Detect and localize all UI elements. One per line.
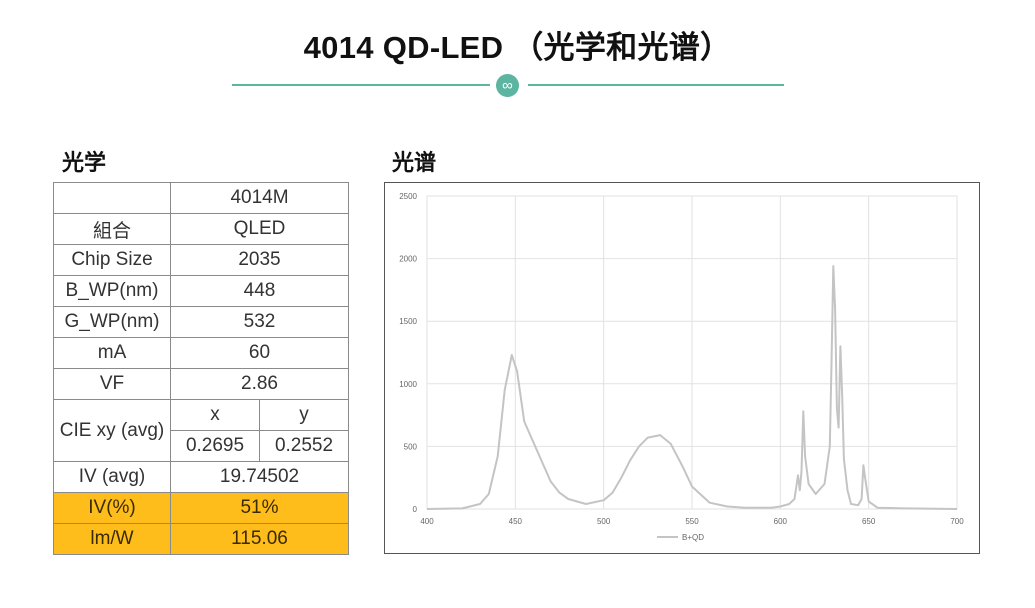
iv-pct-value: 51%: [170, 492, 349, 524]
series-line-b-qd: [426, 265, 958, 510]
spectrum-heading: 光谱: [392, 150, 437, 175]
table-row: lm/W 115.06: [53, 523, 349, 555]
cie-y-header: y: [259, 399, 349, 431]
iv-pct-label: IV(%): [53, 492, 171, 524]
series-lines: [426, 265, 958, 510]
y-tick-label: 0: [413, 505, 418, 514]
row-value: 2.86: [170, 368, 349, 400]
row-label: G_WP(nm): [53, 306, 171, 338]
x-tick-label: 400: [420, 517, 434, 526]
optics-table: 4014M 組合 QLED Chip Size 2035 B_WP(nm) 44…: [53, 182, 349, 555]
row-label: 組合: [53, 213, 171, 245]
x-axis-ticks: 400 450 500 550 600 650 700: [420, 517, 964, 526]
row-label: Chip Size: [53, 244, 171, 276]
table-row: IV(%) 51%: [53, 492, 349, 524]
chart-grid: [426, 195, 958, 510]
row-label: VF: [53, 368, 171, 400]
model-cell: 4014M: [170, 182, 349, 214]
table-row: 0.2695 0.2552: [54, 430, 349, 462]
table-row: CIE xy (avg) x y: [53, 399, 349, 462]
x-tick-label: 450: [509, 517, 523, 526]
row-label: mA: [53, 337, 171, 369]
row-value: 532: [170, 306, 349, 338]
table-row: 組合 QLED: [53, 213, 349, 245]
page-title: 4014 QD-LED （光学和光谱）: [303, 30, 732, 65]
y-tick-label: 1000: [399, 380, 417, 389]
table-row: VF 2.86: [53, 368, 349, 400]
table-row: G_WP(nm) 532: [53, 306, 349, 338]
table-row: B_WP(nm) 448: [53, 275, 349, 307]
table-corner-cell: [53, 182, 171, 214]
legend-label: B+QD: [682, 533, 704, 542]
y-axis-ticks: 0 500 1000 1500 2000 2500: [399, 192, 417, 514]
row-value: 2035: [170, 244, 349, 276]
y-tick-label: 500: [404, 442, 418, 451]
x-tick-label: 550: [685, 517, 699, 526]
x-tick-label: 650: [862, 517, 876, 526]
table-row: mA 60: [53, 337, 349, 369]
lmw-label: lm/W: [53, 523, 171, 555]
title-divider-left: [232, 84, 490, 86]
cie-y-value: 0.2552: [259, 430, 349, 462]
iv-value: 19.74502: [170, 461, 349, 493]
x-tick-label: 700: [950, 517, 964, 526]
cie-label: CIE xy (avg): [53, 399, 171, 462]
spectrum-chart: 0 500 1000 1500 2000 2500 400 450 500 550 600 650 7…: [399, 192, 964, 542]
row-value: 448: [170, 275, 349, 307]
y-tick-label: 2500: [399, 192, 417, 201]
spectrum-chart-frame: 0 500 1000 1500 2000 2500 400 450 500 550 600 650 7…: [384, 182, 980, 554]
infinity-icon: ∞: [496, 74, 519, 97]
row-value: 60: [170, 337, 349, 369]
optics-heading: 光学: [62, 150, 107, 175]
row-label: B_WP(nm): [53, 275, 171, 307]
y-tick-label: 2000: [399, 255, 417, 264]
x-tick-label: 500: [597, 517, 611, 526]
cie-x-header: x: [170, 399, 260, 431]
iv-label: IV (avg): [53, 461, 171, 493]
table-row: IV (avg) 19.74502: [53, 461, 349, 493]
table-row: Chip Size 2035: [53, 244, 349, 276]
table-row: 4014M: [53, 182, 349, 214]
title-divider-right: [528, 84, 784, 86]
y-tick-label: 1500: [399, 317, 417, 326]
chart-legend: B+QD: [657, 533, 704, 542]
row-value: QLED: [170, 213, 349, 245]
x-tick-label: 600: [774, 517, 788, 526]
cie-x-value: 0.2695: [170, 430, 260, 462]
lmw-value: 115.06: [170, 523, 349, 555]
